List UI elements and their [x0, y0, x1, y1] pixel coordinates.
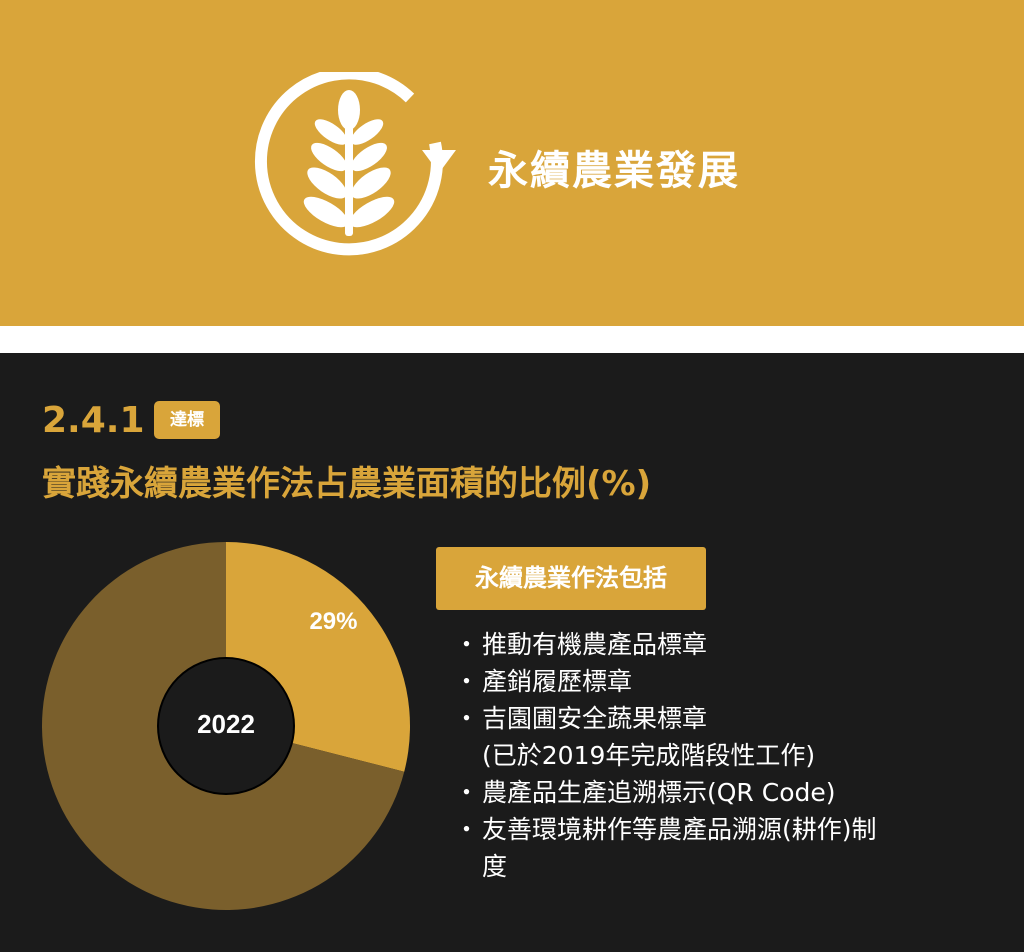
bullet-dot: ・	[454, 704, 480, 733]
practice-text: 產銷履歷標章	[482, 667, 633, 696]
practice-item: ・友善環境耕作等農產品溯源(耕作)制度	[454, 811, 994, 885]
donut-hole	[157, 657, 295, 795]
section-title: 實踐永續農業作法占農業面積的比例(%)	[42, 464, 652, 504]
practice-text: 推動有機農產品標章	[482, 630, 708, 659]
header-banner: 永續農業發展	[0, 0, 1024, 326]
bullet-dot: ・	[454, 778, 480, 807]
practice-note: (已於2019年完成階段性工作)	[482, 741, 816, 770]
practices-heading: 永續農業作法包括	[436, 547, 706, 610]
practice-item: ・產銷履歷標章	[454, 663, 994, 700]
practice-item: ・吉園圃安全蔬果標章 (已於2019年完成階段性工作)	[454, 700, 994, 774]
donut-center-label: 2022	[197, 709, 255, 739]
practice-item: ・推動有機農產品標章	[454, 626, 994, 663]
bullet-dot: ・	[454, 630, 480, 659]
practice-text-continued: 度	[482, 852, 508, 881]
section-number: 2.4.1	[42, 400, 145, 441]
wheat-cycle-icon	[254, 72, 456, 256]
practice-text: 農產品生產追溯標示(QR Code)	[482, 778, 836, 807]
practice-text: 吉園圃安全蔬果標章	[482, 704, 708, 733]
slice-data-label: 29%	[309, 608, 357, 635]
page-title: 永續農業發展	[488, 148, 740, 194]
practice-item: ・農產品生產追溯標示(QR Code)	[454, 774, 994, 811]
practice-text: 友善環境耕作等農產品溯源(耕作)制	[482, 815, 877, 844]
bullet-dot: ・	[454, 667, 480, 696]
bullet-dot: ・	[454, 815, 480, 844]
practices-list: ・推動有機農產品標章・產銷履歷標章・吉園圃安全蔬果標章 (已於2019年完成階段性…	[454, 626, 994, 885]
donut-chart: 29% 2022	[42, 542, 410, 910]
status-badge: 達標	[154, 401, 220, 439]
